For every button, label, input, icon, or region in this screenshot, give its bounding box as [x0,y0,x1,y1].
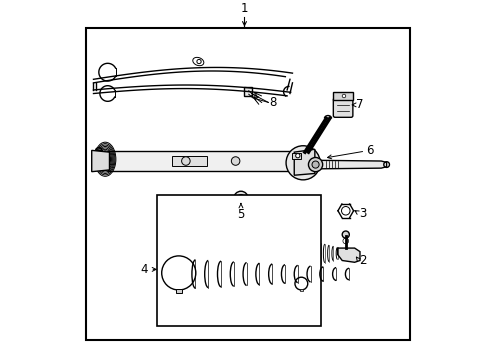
Text: 6: 6 [366,144,373,157]
Circle shape [231,157,240,165]
Bar [86,28,409,341]
Text: 1: 1 [240,3,248,15]
Text: 2: 2 [358,254,366,267]
Bar [299,289,302,292]
Circle shape [181,157,190,165]
Circle shape [285,146,320,180]
Circle shape [342,94,345,98]
Circle shape [237,194,244,202]
Bar [171,156,207,166]
FancyBboxPatch shape [333,98,352,117]
Text: 4: 4 [140,263,147,276]
Circle shape [295,154,299,158]
Polygon shape [294,149,314,175]
Bar [292,153,301,159]
Bar [157,195,320,326]
Text: 7: 7 [356,98,363,111]
Circle shape [197,59,201,64]
Polygon shape [337,248,359,262]
Bar [244,87,251,96]
Bar [176,289,181,293]
Bar [107,151,294,171]
Text: 3: 3 [358,207,366,220]
Circle shape [311,161,319,168]
Polygon shape [317,160,386,169]
Circle shape [308,157,322,172]
Bar [239,203,242,206]
Circle shape [341,207,349,215]
Text: 8: 8 [269,96,276,109]
Text: 5: 5 [237,208,244,221]
Circle shape [342,231,348,238]
Circle shape [233,191,247,206]
Polygon shape [92,150,109,172]
Bar [333,92,352,100]
